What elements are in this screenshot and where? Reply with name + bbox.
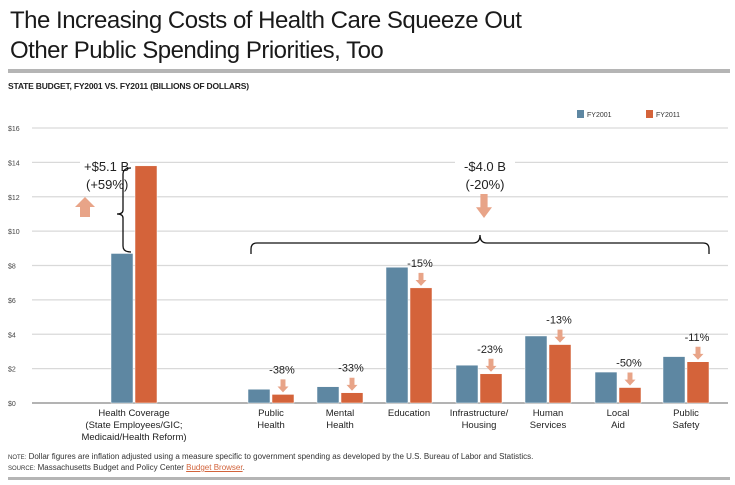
budget-browser-link[interactable]: Budget Browser bbox=[186, 463, 243, 472]
bar-fy2011 bbox=[479, 373, 503, 404]
category-label: Safety bbox=[673, 420, 700, 431]
category-label: (State Employees/GIC; bbox=[85, 420, 182, 431]
source-text: Massachusetts Budget and Policy Center bbox=[37, 463, 184, 472]
down-arrow-icon bbox=[415, 272, 427, 286]
label-bg bbox=[455, 158, 515, 190]
bar-fy2001 bbox=[316, 386, 340, 404]
health-brace bbox=[116, 167, 132, 253]
category-label: Aid bbox=[611, 420, 625, 431]
up-arrow-icon bbox=[75, 197, 95, 217]
bar-fy2001 bbox=[247, 389, 271, 404]
y-tick-label: $2 bbox=[8, 367, 16, 374]
health-change-label: +$5.1 B bbox=[84, 159, 129, 174]
category-label: Education bbox=[388, 408, 430, 419]
footer-divider bbox=[8, 477, 730, 480]
health-change-pct: (+59%) bbox=[86, 177, 128, 192]
down-arrow-icon bbox=[476, 194, 492, 218]
category-label: Medicaid/Health Reform) bbox=[81, 432, 186, 443]
page-title: The Increasing Costs of Health Care Sque… bbox=[10, 6, 522, 66]
label-bg bbox=[80, 158, 130, 190]
bar-fy2001 bbox=[110, 253, 134, 404]
source: Source: Massachusetts Budget and Policy … bbox=[8, 463, 245, 472]
category-label: Human bbox=[533, 408, 564, 419]
title-divider bbox=[8, 69, 730, 73]
down-arrow-icon bbox=[485, 358, 497, 372]
y-tick-label: $10 bbox=[8, 229, 20, 236]
change-label: -23% bbox=[477, 344, 503, 356]
bar-fy2011 bbox=[686, 361, 710, 404]
down-arrow-icon bbox=[692, 346, 704, 360]
category-label: Housing bbox=[462, 420, 497, 431]
down-arrow-icon bbox=[624, 372, 636, 386]
bar-fy2001 bbox=[455, 364, 479, 404]
category-label: Health bbox=[257, 420, 284, 431]
down-arrow-icon bbox=[346, 377, 358, 391]
y-tick-label: $16 bbox=[8, 126, 20, 133]
category-label: Health Coverage bbox=[98, 408, 169, 419]
change-label: -11% bbox=[685, 332, 710, 344]
note-text: Dollar figures are inflation adjusted us… bbox=[28, 452, 534, 461]
y-tick-label: $12 bbox=[8, 195, 20, 202]
note: Note: Dollar figures are inflation adjus… bbox=[8, 452, 533, 461]
bar-fy2011 bbox=[340, 392, 364, 404]
category-label: Health bbox=[326, 420, 353, 431]
change-label: -15% bbox=[407, 258, 433, 270]
bar-fy2001 bbox=[524, 335, 548, 404]
note-prefix: Note: bbox=[8, 455, 27, 461]
y-tick-label: $14 bbox=[8, 160, 20, 167]
category-label: Services bbox=[530, 420, 567, 431]
y-tick-label: $4 bbox=[8, 332, 16, 339]
bar-fy2001 bbox=[594, 371, 618, 404]
bar-fy2001 bbox=[385, 266, 409, 404]
chart-subtitle: STATE BUDGET, FY2001 VS. FY2011 (BILLION… bbox=[8, 81, 249, 91]
category-label: Public bbox=[258, 408, 284, 419]
down-arrow-icon bbox=[554, 329, 566, 343]
bar-fy2011 bbox=[548, 344, 572, 404]
bar-fy2011 bbox=[134, 165, 158, 404]
source-prefix: Source: bbox=[8, 466, 36, 472]
down-arrow-icon bbox=[277, 379, 289, 393]
source-end: . bbox=[242, 463, 245, 472]
category-label: Infrastructure/ bbox=[450, 408, 509, 419]
bar-fy2011 bbox=[618, 387, 642, 404]
other-brace bbox=[250, 234, 710, 254]
legend-swatch bbox=[646, 110, 653, 118]
change-label: -33% bbox=[338, 363, 364, 375]
category-label: Local bbox=[607, 408, 630, 419]
category-label: Public bbox=[673, 408, 699, 419]
title-line-1: The Increasing Costs of Health Care Sque… bbox=[10, 7, 522, 34]
other-change-label: -$4.0 B bbox=[464, 159, 506, 174]
y-tick-label: $6 bbox=[8, 298, 16, 305]
bar-fy2011 bbox=[409, 287, 433, 404]
change-label: -38% bbox=[269, 364, 295, 376]
legend-label: FY2011 bbox=[656, 112, 680, 119]
bar-fy2011 bbox=[271, 394, 295, 404]
y-tick-label: $8 bbox=[8, 264, 16, 271]
legend-label: FY2001 bbox=[587, 112, 612, 119]
change-label: -13% bbox=[546, 315, 572, 327]
change-label: -50% bbox=[616, 358, 642, 370]
title-line-2: Other Public Spending Priorities, Too bbox=[10, 37, 384, 64]
bar-fy2001 bbox=[662, 356, 686, 404]
legend-swatch bbox=[577, 110, 584, 118]
other-change-pct: (-20%) bbox=[465, 177, 504, 192]
y-tick-label: $0 bbox=[8, 401, 16, 408]
category-label: Mental bbox=[326, 408, 355, 419]
